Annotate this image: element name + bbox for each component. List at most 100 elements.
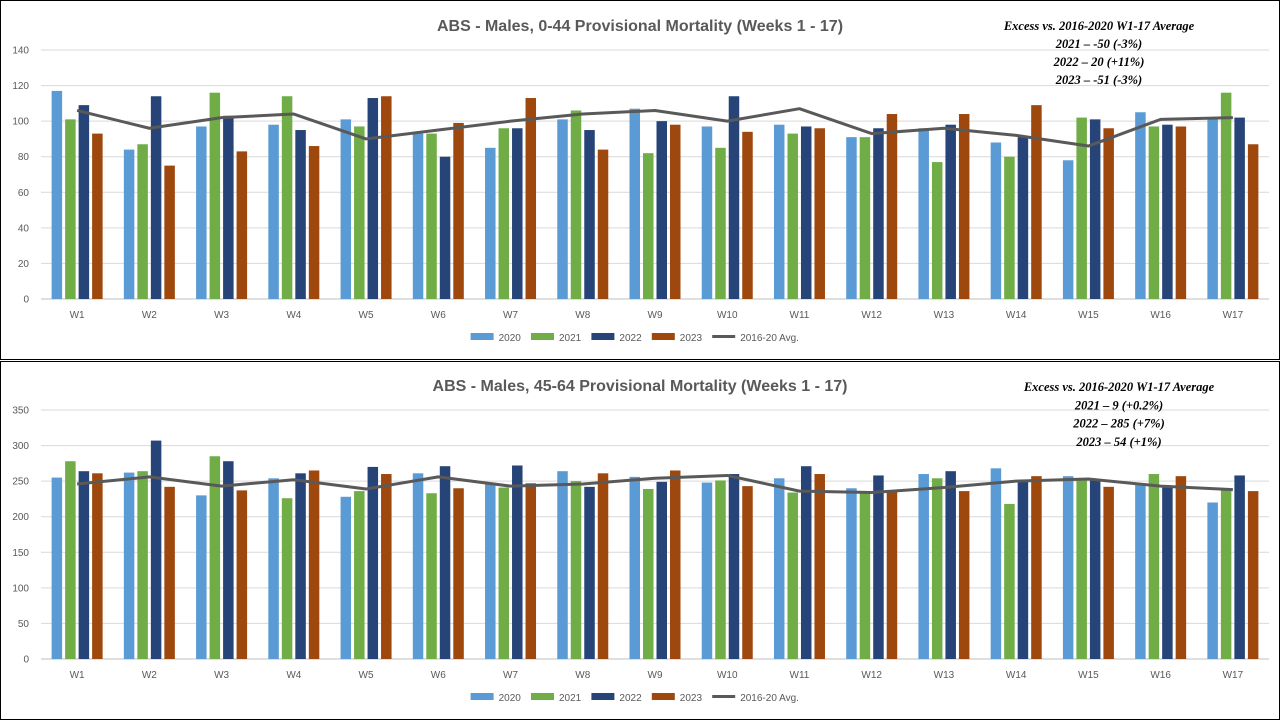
y-tick-label: 150 bbox=[12, 548, 29, 559]
bar-2020-W17 bbox=[1207, 502, 1218, 659]
annotation-line: 2022 – 285 (+7%) bbox=[1072, 417, 1165, 431]
bar-2023-W7 bbox=[525, 98, 537, 300]
bar-2022-W4 bbox=[295, 473, 306, 659]
bar-2023-W1 bbox=[92, 473, 103, 659]
bar-2021-W4 bbox=[281, 96, 293, 299]
bar-2020-W12 bbox=[846, 488, 857, 659]
bar-2022-W14 bbox=[1017, 137, 1029, 299]
x-tick-label: W7 bbox=[503, 310, 518, 321]
bar-2021-W4 bbox=[281, 498, 293, 659]
legend-swatch-2021 bbox=[531, 693, 554, 700]
y-tick-label: 60 bbox=[18, 188, 30, 199]
bar-2022-W2 bbox=[150, 440, 162, 659]
chart-title: ABS - Males, 45-64 Provisional Mortality… bbox=[433, 378, 848, 395]
bar-2022-W3 bbox=[223, 115, 234, 299]
bar-2021-W13 bbox=[931, 478, 943, 659]
bar-2023-W17 bbox=[1247, 144, 1259, 299]
annotation-line: 2023 – -51 (-3%) bbox=[1055, 73, 1142, 87]
bar-2021-W2 bbox=[137, 144, 148, 299]
bar-2021-W5 bbox=[354, 491, 365, 659]
y-tick-label: 200 bbox=[12, 512, 29, 523]
bar-2020-W12 bbox=[846, 137, 857, 299]
bar-2021-W11 bbox=[787, 133, 798, 299]
x-tick-label: W14 bbox=[1006, 310, 1027, 321]
bar-2023-W10 bbox=[742, 131, 753, 299]
bar-2022-W13 bbox=[945, 471, 956, 659]
bar-2020-W4 bbox=[268, 478, 279, 659]
bar-2022-W5 bbox=[367, 98, 379, 300]
bar-2020-W5 bbox=[340, 119, 352, 299]
bar-2021-W15 bbox=[1076, 478, 1087, 659]
y-tick-label: 50 bbox=[18, 619, 30, 630]
bar-2023-W1 bbox=[92, 133, 103, 299]
annotation-heading: Excess vs. 2016-2020 W1-17 Average bbox=[1003, 19, 1195, 33]
x-tick-label: W6 bbox=[431, 310, 446, 321]
y-tick-label: 0 bbox=[23, 655, 29, 666]
bar-2023-W8 bbox=[597, 473, 609, 659]
bar-2021-W10 bbox=[715, 480, 726, 659]
y-tick-label: 80 bbox=[18, 152, 30, 163]
bar-2021-W17 bbox=[1220, 489, 1232, 659]
bar-2021-W7 bbox=[498, 487, 510, 659]
x-tick-label: W16 bbox=[1150, 670, 1171, 681]
bar-2022-W15 bbox=[1089, 480, 1101, 659]
legend-swatch-2023 bbox=[651, 333, 675, 340]
bar-2022-W15 bbox=[1089, 119, 1101, 299]
bar-2020-W14 bbox=[990, 468, 1002, 659]
bar-2023-W2 bbox=[164, 486, 175, 659]
bar-2020-W1 bbox=[51, 90, 63, 300]
bar-2023-W7 bbox=[525, 483, 537, 659]
bar-2022-W10 bbox=[728, 474, 740, 659]
bar-2022-W1 bbox=[78, 471, 90, 659]
y-tick-label: 100 bbox=[12, 117, 29, 128]
x-tick-label: W5 bbox=[359, 310, 374, 321]
legend-label: 2021 bbox=[559, 693, 582, 704]
bar-2022-W3 bbox=[223, 461, 234, 659]
x-tick-label: W14 bbox=[1006, 670, 1027, 681]
y-tick-label: 140 bbox=[12, 46, 29, 57]
bar-2022-W8 bbox=[584, 130, 595, 299]
bar-2023-W9 bbox=[670, 124, 681, 299]
bar-2023-W3 bbox=[236, 151, 248, 299]
bar-2022-W17 bbox=[1234, 117, 1245, 299]
y-tick-label: 300 bbox=[12, 441, 29, 452]
bar-2021-W8 bbox=[570, 110, 582, 299]
bar-2021-W12 bbox=[859, 491, 871, 659]
x-tick-label: W13 bbox=[934, 310, 955, 321]
x-tick-label: W1 bbox=[70, 310, 85, 321]
bar-2020-W7 bbox=[485, 147, 496, 299]
y-tick-label: 250 bbox=[12, 477, 29, 488]
bar-2023-W6 bbox=[453, 122, 464, 300]
bar-2020-W8 bbox=[557, 471, 568, 659]
annotation-heading: Excess vs. 2016-2020 W1-17 Average bbox=[1023, 380, 1215, 394]
y-tick-label: 100 bbox=[12, 583, 29, 594]
legend-label: 2020 bbox=[499, 693, 522, 704]
bar-2021-W16 bbox=[1148, 474, 1160, 659]
bar-2020-W2 bbox=[123, 472, 135, 659]
bar-2020-W17 bbox=[1207, 119, 1218, 299]
bar-2023-W16 bbox=[1175, 476, 1187, 659]
bar-2022-W12 bbox=[873, 128, 884, 299]
x-tick-label: W13 bbox=[934, 670, 955, 681]
bar-2020-W1 bbox=[51, 477, 63, 659]
x-tick-label: W15 bbox=[1078, 670, 1099, 681]
legend-swatch-2022 bbox=[591, 693, 615, 700]
bar-2021-W9 bbox=[643, 153, 654, 299]
bar-2022-W5 bbox=[367, 466, 379, 659]
bar-2022-W9 bbox=[656, 121, 667, 300]
legend-swatch-2020 bbox=[470, 333, 494, 340]
bar-2022-W1 bbox=[78, 105, 90, 299]
chart-root: ABS - Males, 0-44 Provisional Mortality … bbox=[12, 18, 1269, 344]
bar-2020-W10 bbox=[701, 482, 713, 659]
bar-2022-W16 bbox=[1162, 487, 1173, 659]
x-tick-label: W17 bbox=[1223, 310, 1244, 321]
legend-label: 2016-20 Avg. bbox=[740, 333, 799, 344]
line-series-avg bbox=[76, 107, 1233, 148]
bar-2022-W9 bbox=[656, 481, 667, 659]
bar-2023-W10 bbox=[742, 486, 753, 659]
x-tick-label: W12 bbox=[861, 670, 882, 681]
bar-2022-W14 bbox=[1017, 479, 1029, 659]
bar-2023-W2 bbox=[164, 165, 175, 299]
bar-2022-W7 bbox=[512, 465, 523, 659]
bar-2021-W13 bbox=[931, 162, 943, 299]
